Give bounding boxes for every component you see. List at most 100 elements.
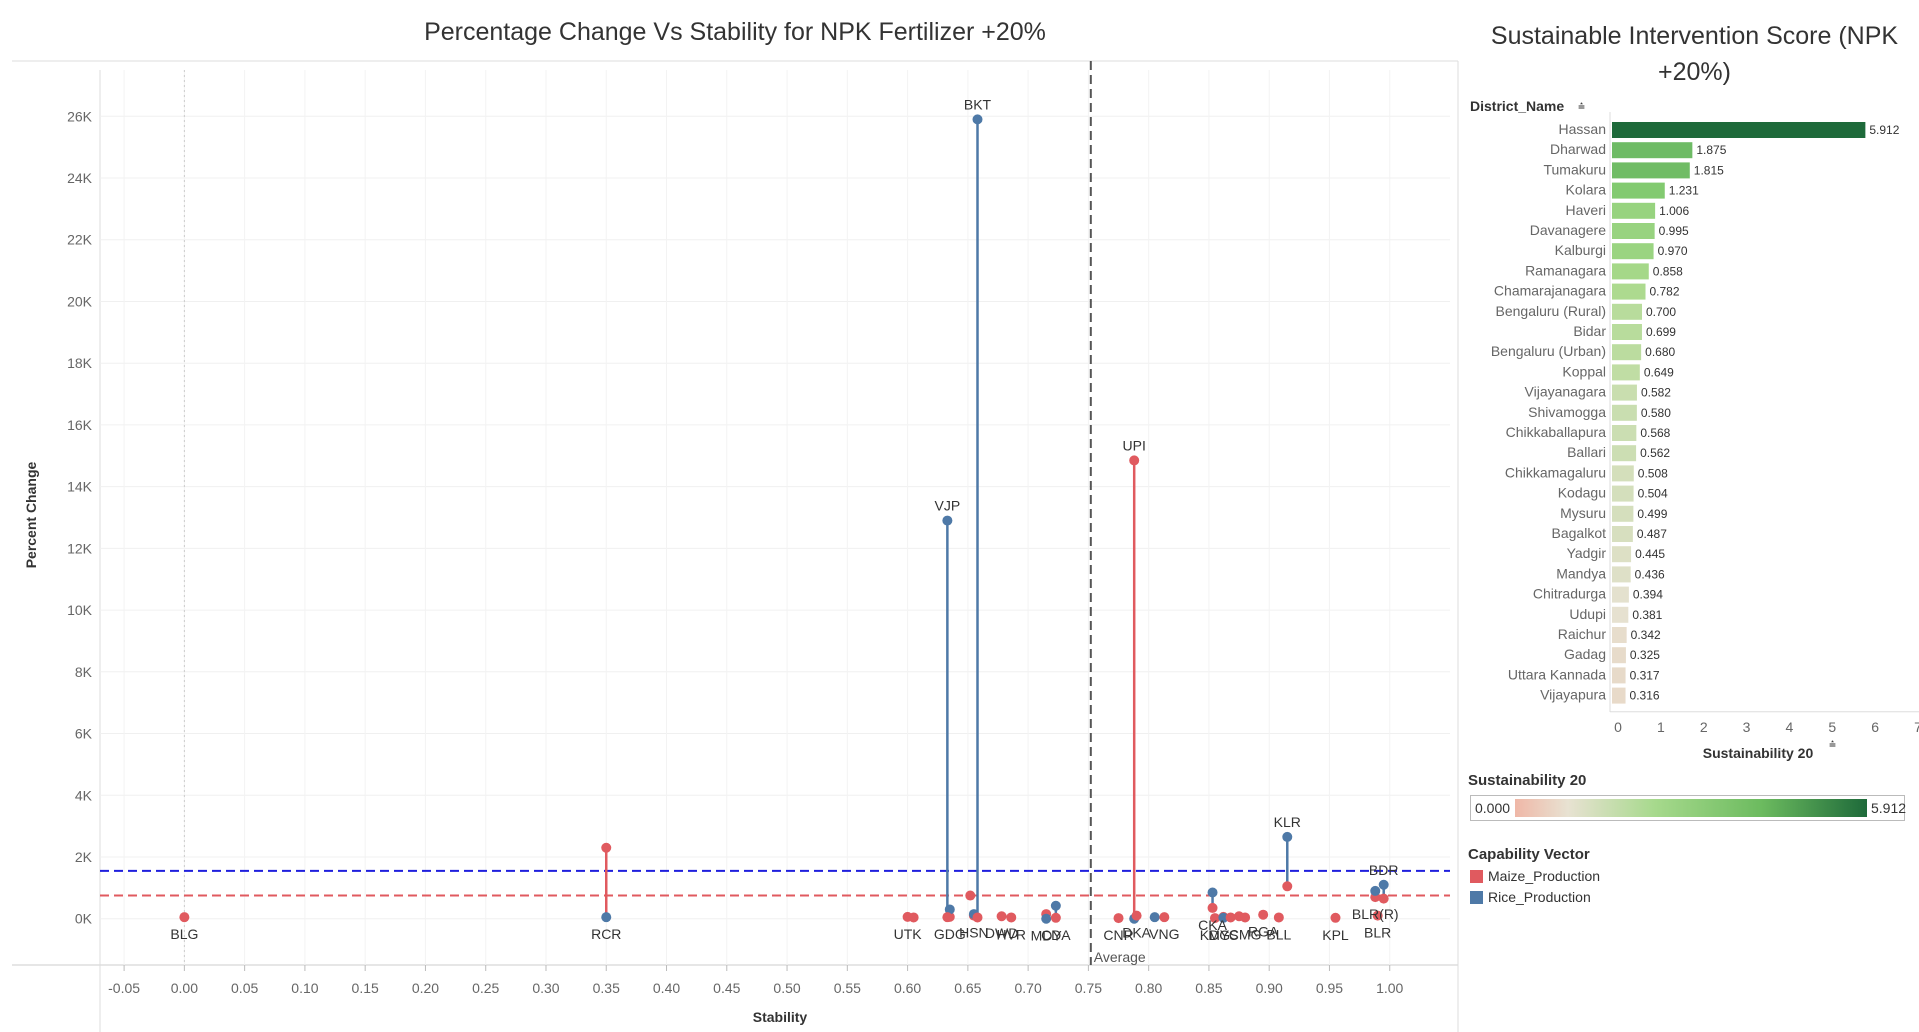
maize-point [1159,912,1170,923]
x-tick-label: 0.60 [894,980,921,996]
legend-item-maize[interactable]: Maize_Production [1470,868,1600,884]
district-bar [1612,182,1665,199]
point-label: BLR [1364,925,1391,941]
district-bar [1612,465,1634,482]
x-tick-label: 0.70 [1015,980,1042,996]
district-label: Dharwad [1550,141,1606,157]
maize-point [1240,912,1251,923]
point-label: HSN [959,925,989,941]
district-bar [1612,586,1629,603]
point-label: UPI [1123,437,1146,453]
district-bar [1612,162,1690,179]
point-label: DWD [985,925,1018,941]
rice-point [1149,912,1160,923]
district-label: Bagalkot [1552,525,1607,541]
district-label: Vijayapura [1540,687,1606,703]
district-bar [1612,445,1637,462]
bar-value-label: 0.325 [1630,648,1660,662]
x-tick-label: -0.05 [108,980,140,996]
maize-point [1378,893,1389,904]
bar-chart[interactable]: Hassan 5.912 Dharwad 1.875 Tumakuru 1.815 Kola… [1460,112,1919,762]
point-label: BLL [1266,926,1291,942]
bar-value-label: 0.699 [1646,325,1676,339]
gradient-legend-title: Sustainability 20 [1468,772,1587,789]
bar-value-label: 1.815 [1694,163,1724,177]
maize-point [1050,912,1061,923]
district-bar [1612,223,1655,239]
bar-value-label: 0.381 [1632,608,1662,622]
point-label: VJP [935,498,961,514]
district-bar [1612,606,1629,623]
bar-value-label: 0.582 [1641,386,1671,400]
bar-x-tick-label: 2 [1700,719,1708,735]
point-label: GDG [934,926,966,942]
y-tick-label: 2K [75,849,93,865]
y-tick-label: 8K [75,664,93,680]
gradient-legend[interactable]: 0.000 5.912 [1470,795,1906,821]
rice-point [944,904,955,915]
bar-value-label: 0.995 [1659,224,1689,238]
district-label: Kolara [1566,182,1607,198]
bar-value-label: 1.006 [1659,204,1689,218]
sort-icon[interactable]: ⩮ [1578,99,1586,113]
bar-chart-title: Sustainable Intervention Score (NPK +20%… [1490,22,1899,86]
point-label: BLR(R) [1352,906,1399,922]
district-label: Kodagu [1558,485,1606,501]
maize-point [1225,912,1236,923]
point-label: RCR [591,926,621,942]
district-label: Vijayanagara [1525,384,1607,400]
bar-x-axis-title: Sustainability 20 [1703,745,1814,761]
legend-item-rice[interactable]: Rice_Production [1470,889,1591,905]
maize-point [1113,913,1124,924]
x-tick-label: 0.35 [593,980,620,996]
bar-value-label: 0.680 [1645,345,1675,359]
y-tick-label: 0K [75,911,93,927]
district-label: Mandya [1556,565,1606,581]
point-label: BDR [1369,862,1399,878]
bar-x-tick-label: 7 [1914,719,1919,735]
y-tick-label: 22K [67,232,93,248]
bar-value-label: 0.342 [1631,628,1661,642]
scatter-chart[interactable]: 0K 2K 4K 6K 8K 10K 12K 14K 16K 18K 20K 22K 24K 26K -0.… [0,0,1470,1032]
district-label: Chamarajanagara [1494,283,1606,299]
district-name-header[interactable]: District_Name [1470,98,1565,114]
district-label: Raichur [1558,626,1607,642]
district-bar [1612,647,1626,664]
rice-point [1041,913,1052,924]
bar-value-label: 5.912 [1869,123,1899,137]
district-bar [1612,546,1632,563]
district-bar [1612,283,1646,300]
bar-value-label: 0.858 [1653,264,1683,278]
bar-value-label: 1.231 [1669,184,1699,198]
maize-point [908,912,919,923]
district-bar [1612,687,1626,704]
district-label: Udupi [1569,606,1606,622]
district-bar [1612,122,1866,138]
district-label: Haveri [1566,202,1606,218]
x-tick-label: 0.05 [231,980,258,996]
x-tick-label: 0.80 [1135,980,1162,996]
bar-value-label: 0.562 [1640,446,1670,460]
district-label: Chikkamagaluru [1505,464,1606,480]
y-tick-label: 16K [67,417,93,433]
district-bar [1612,425,1637,441]
point-label: UTK [894,926,923,942]
bar-value-label: 0.649 [1644,365,1674,379]
x-tick-label: 0.10 [291,980,318,996]
district-bar [1612,566,1631,583]
sort-icon[interactable]: ⩮ [1829,737,1837,751]
y-tick-label: 6K [75,726,93,742]
district-label: Gadag [1564,646,1606,662]
district-label: Bidar [1573,323,1606,339]
district-bar [1612,344,1642,361]
bar-value-label: 0.568 [1640,426,1670,440]
rice-point [1370,885,1381,896]
x-tick-label: 0.65 [954,980,981,996]
bar-value-label: 1.875 [1696,143,1726,157]
gradient-min-label: 0.000 [1475,800,1511,816]
legend-label-maize: Maize_Production [1488,868,1601,884]
y-tick-label: 26K [67,108,93,124]
maize-point [972,912,983,923]
district-bar [1612,384,1637,401]
district-bar [1612,364,1640,381]
